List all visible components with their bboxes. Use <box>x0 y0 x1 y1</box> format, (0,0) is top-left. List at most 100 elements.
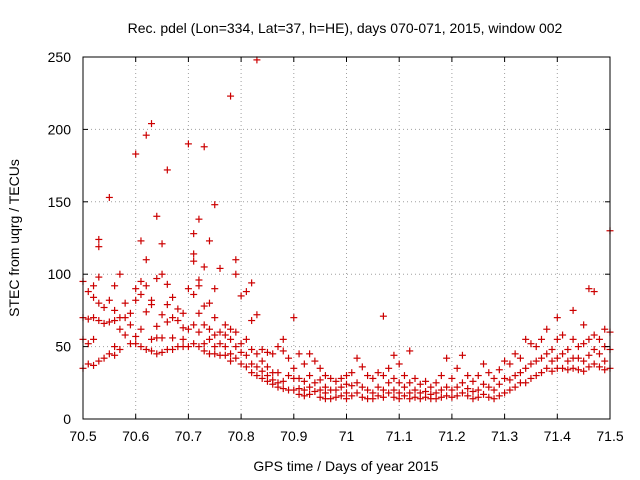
data-point <box>569 306 577 314</box>
data-point <box>353 389 361 397</box>
data-point <box>300 360 308 368</box>
data-point <box>364 372 372 380</box>
data-point <box>200 143 208 151</box>
data-point <box>595 335 603 343</box>
data-point <box>163 280 171 288</box>
data-point <box>142 256 150 264</box>
data-point <box>458 351 466 359</box>
data-point <box>95 273 103 281</box>
data-point <box>232 328 240 336</box>
data-point <box>490 386 498 394</box>
data-point <box>511 350 519 358</box>
y-tick-label: 250 <box>48 49 72 65</box>
data-point <box>248 345 256 353</box>
data-point <box>374 369 382 377</box>
data-point <box>90 335 98 343</box>
data-point <box>116 325 124 333</box>
data-point <box>537 369 545 377</box>
data-point <box>111 306 119 314</box>
data-point <box>300 377 308 385</box>
data-point <box>132 332 140 340</box>
data-point <box>448 374 456 382</box>
data-point <box>211 201 219 209</box>
data-point <box>100 319 108 327</box>
x-tick-label: 71.4 <box>544 428 571 444</box>
data-point <box>105 350 113 358</box>
data-point <box>532 357 540 365</box>
data-point <box>327 374 335 382</box>
data-point <box>232 354 240 362</box>
data-point <box>200 302 208 310</box>
data-point <box>332 386 340 394</box>
data-point <box>295 374 303 382</box>
data-point <box>495 380 503 388</box>
data-point <box>501 374 509 382</box>
data-point <box>464 385 472 393</box>
data-point <box>306 350 314 358</box>
data-point <box>190 290 198 298</box>
data-point <box>84 288 92 296</box>
data-point <box>443 383 451 391</box>
data-point <box>95 317 103 325</box>
data-point <box>480 390 488 398</box>
x-tick-label: 71.3 <box>491 428 518 444</box>
data-point <box>516 369 524 377</box>
data-point <box>253 363 261 371</box>
data-point <box>506 360 514 368</box>
data-point <box>548 357 556 365</box>
data-point <box>422 393 430 401</box>
data-point <box>126 321 134 329</box>
data-point <box>585 335 593 343</box>
data-point <box>221 331 229 339</box>
data-point <box>221 321 229 329</box>
data-point <box>174 305 182 313</box>
data-point <box>105 296 113 304</box>
data-point <box>400 372 408 380</box>
data-point <box>263 348 271 356</box>
data-point <box>211 314 219 322</box>
data-point <box>585 285 593 293</box>
data-point <box>495 392 503 400</box>
data-point <box>400 383 408 391</box>
x-tick-label: 70.6 <box>122 428 149 444</box>
data-point <box>432 379 440 387</box>
data-point <box>406 395 414 403</box>
data-point <box>148 301 156 309</box>
data-point <box>169 293 177 301</box>
data-point <box>385 379 393 387</box>
data-point <box>163 166 171 174</box>
data-point <box>216 340 224 348</box>
data-point <box>184 325 192 333</box>
data-point <box>311 387 319 395</box>
data-point <box>358 383 366 391</box>
data-point <box>580 357 588 365</box>
data-point <box>253 350 261 358</box>
data-point <box>137 290 145 298</box>
data-point <box>580 321 588 329</box>
data-point <box>390 351 398 359</box>
x-tick-label: 71.2 <box>438 428 465 444</box>
data-point <box>242 288 250 296</box>
data-point <box>263 363 271 371</box>
data-point <box>590 331 598 339</box>
data-point <box>105 193 113 201</box>
x-tick-label: 71 <box>339 428 355 444</box>
data-point <box>216 264 224 272</box>
x-tick-label: 70.7 <box>175 428 202 444</box>
data-point <box>195 309 203 317</box>
data-point <box>358 363 366 371</box>
data-point <box>374 392 382 400</box>
chart-title: Rec. pdel (Lon=334, Lat=37, h=HE), days … <box>128 20 563 36</box>
data-point <box>258 357 266 365</box>
data-point <box>221 343 229 351</box>
data-point <box>522 364 530 372</box>
data-point <box>316 376 324 384</box>
x-axis-title: GPS time / Days of year 2015 <box>253 458 438 474</box>
data-point <box>111 317 119 325</box>
data-point <box>601 366 609 374</box>
data-point <box>437 372 445 380</box>
data-point <box>358 393 366 401</box>
data-point <box>343 395 350 403</box>
data-point <box>295 350 303 358</box>
data-point <box>379 393 387 401</box>
